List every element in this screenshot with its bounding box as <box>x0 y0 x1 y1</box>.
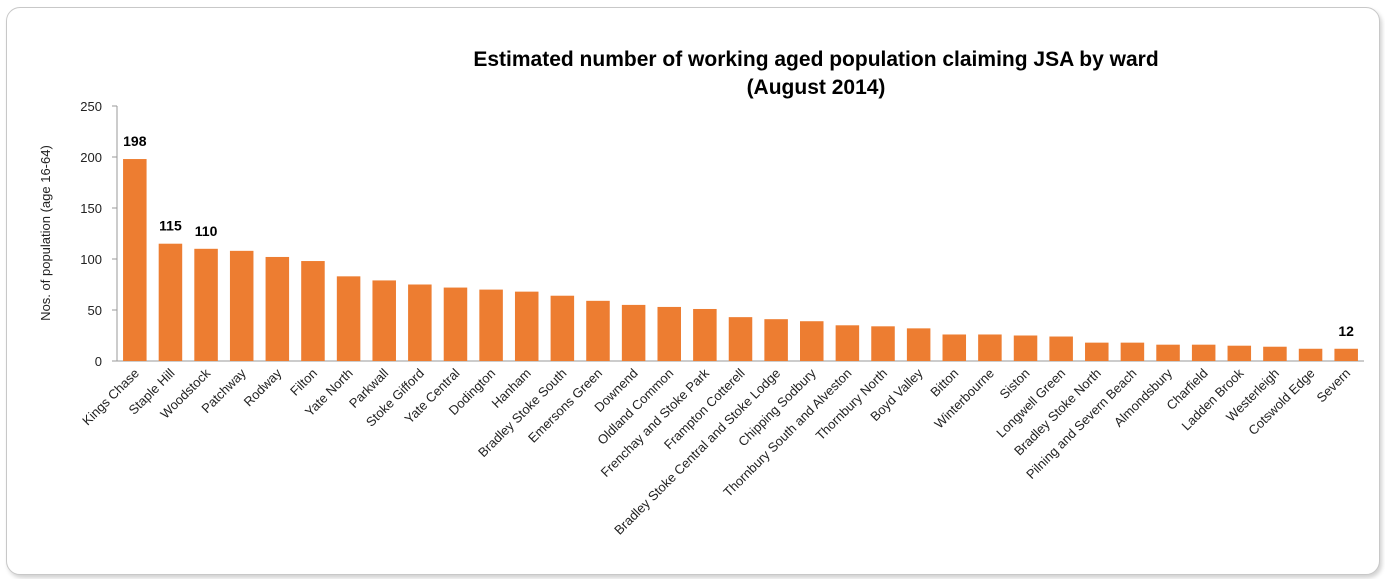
bar <box>693 308 717 361</box>
bar <box>1085 342 1109 361</box>
bar <box>158 243 183 361</box>
bar <box>1263 346 1287 361</box>
bar <box>301 261 325 361</box>
bar <box>764 319 788 361</box>
bar <box>1049 336 1073 361</box>
data-label: 115 <box>159 218 182 234</box>
x-tick-label: Rodway <box>241 365 285 409</box>
bar <box>229 250 254 361</box>
bar <box>1298 348 1323 361</box>
x-tick-label: Severn <box>1314 366 1354 406</box>
bar <box>942 334 967 361</box>
chart-title-line-1: Estimated number of working aged populat… <box>473 48 1158 71</box>
bar <box>835 325 860 361</box>
bar <box>479 289 503 361</box>
bar <box>1013 335 1038 361</box>
bar <box>265 256 290 361</box>
bar <box>871 326 895 361</box>
bar <box>906 328 931 361</box>
bar <box>1156 344 1180 361</box>
bar <box>657 306 682 361</box>
bar <box>372 280 396 361</box>
bar <box>728 317 753 361</box>
bar <box>1227 345 1252 361</box>
bar <box>799 321 824 361</box>
bar <box>514 291 539 361</box>
y-tick-label: 250 <box>80 99 102 114</box>
bar <box>1334 348 1358 361</box>
y-tick-label: 0 <box>95 354 102 369</box>
data-label: 12 <box>1338 323 1354 339</box>
bar <box>550 295 575 361</box>
bar <box>123 159 147 361</box>
x-tick-label: Filton <box>287 366 320 399</box>
bar <box>408 284 432 361</box>
bar <box>621 304 646 361</box>
y-tick-label: 100 <box>80 252 102 267</box>
chart-title-line-2: (August 2014) <box>747 76 886 99</box>
bar <box>586 300 610 361</box>
y-axis-label: Nos. of population (age 16-64) <box>38 145 53 321</box>
bar <box>194 248 218 361</box>
bar <box>1120 342 1145 361</box>
data-label: 198 <box>123 133 147 149</box>
y-tick-label: 150 <box>80 201 102 216</box>
bar <box>1191 344 1216 361</box>
bar <box>978 334 1002 361</box>
chart-title: Estimated number of working aged populat… <box>473 48 1158 99</box>
data-label: 110 <box>195 223 218 239</box>
y-tick-label: 50 <box>88 303 102 318</box>
y-tick-label: 200 <box>80 150 102 165</box>
bar <box>443 287 468 361</box>
x-tick-label: Kings Chase <box>79 366 142 429</box>
bar <box>336 276 361 361</box>
